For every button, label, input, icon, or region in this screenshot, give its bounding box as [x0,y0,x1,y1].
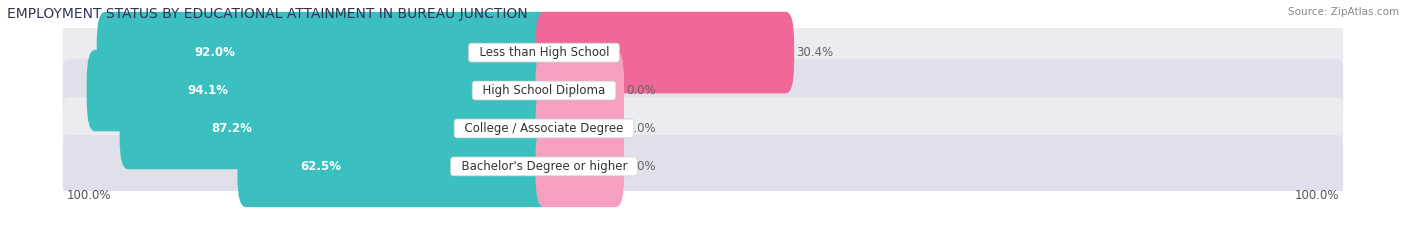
FancyBboxPatch shape [536,12,794,93]
FancyBboxPatch shape [97,12,553,93]
Text: 92.0%: 92.0% [194,46,235,59]
Text: 87.2%: 87.2% [212,122,253,135]
FancyBboxPatch shape [536,88,624,169]
FancyBboxPatch shape [120,88,553,169]
FancyBboxPatch shape [238,126,553,207]
Text: 94.1%: 94.1% [187,84,228,97]
Text: EMPLOYMENT STATUS BY EDUCATIONAL ATTAINMENT IN BUREAU JUNCTION: EMPLOYMENT STATUS BY EDUCATIONAL ATTAINM… [7,7,527,21]
Text: 0.0%: 0.0% [626,122,655,135]
Text: 0.0%: 0.0% [626,84,655,97]
Text: College / Associate Degree: College / Associate Degree [457,122,631,135]
Text: Source: ZipAtlas.com: Source: ZipAtlas.com [1288,7,1399,17]
Text: Bachelor's Degree or higher: Bachelor's Degree or higher [454,160,634,173]
Text: 30.4%: 30.4% [796,46,834,59]
FancyBboxPatch shape [63,21,1343,84]
FancyBboxPatch shape [536,50,624,131]
FancyBboxPatch shape [63,97,1343,160]
FancyBboxPatch shape [63,59,1343,122]
Text: Less than High School: Less than High School [471,46,616,59]
FancyBboxPatch shape [536,126,624,207]
Text: 62.5%: 62.5% [299,160,340,173]
Text: 0.0%: 0.0% [626,160,655,173]
Text: 100.0%: 100.0% [67,189,111,202]
Text: 100.0%: 100.0% [1295,189,1339,202]
FancyBboxPatch shape [87,50,553,131]
Text: High School Diploma: High School Diploma [475,84,613,97]
FancyBboxPatch shape [63,135,1343,198]
